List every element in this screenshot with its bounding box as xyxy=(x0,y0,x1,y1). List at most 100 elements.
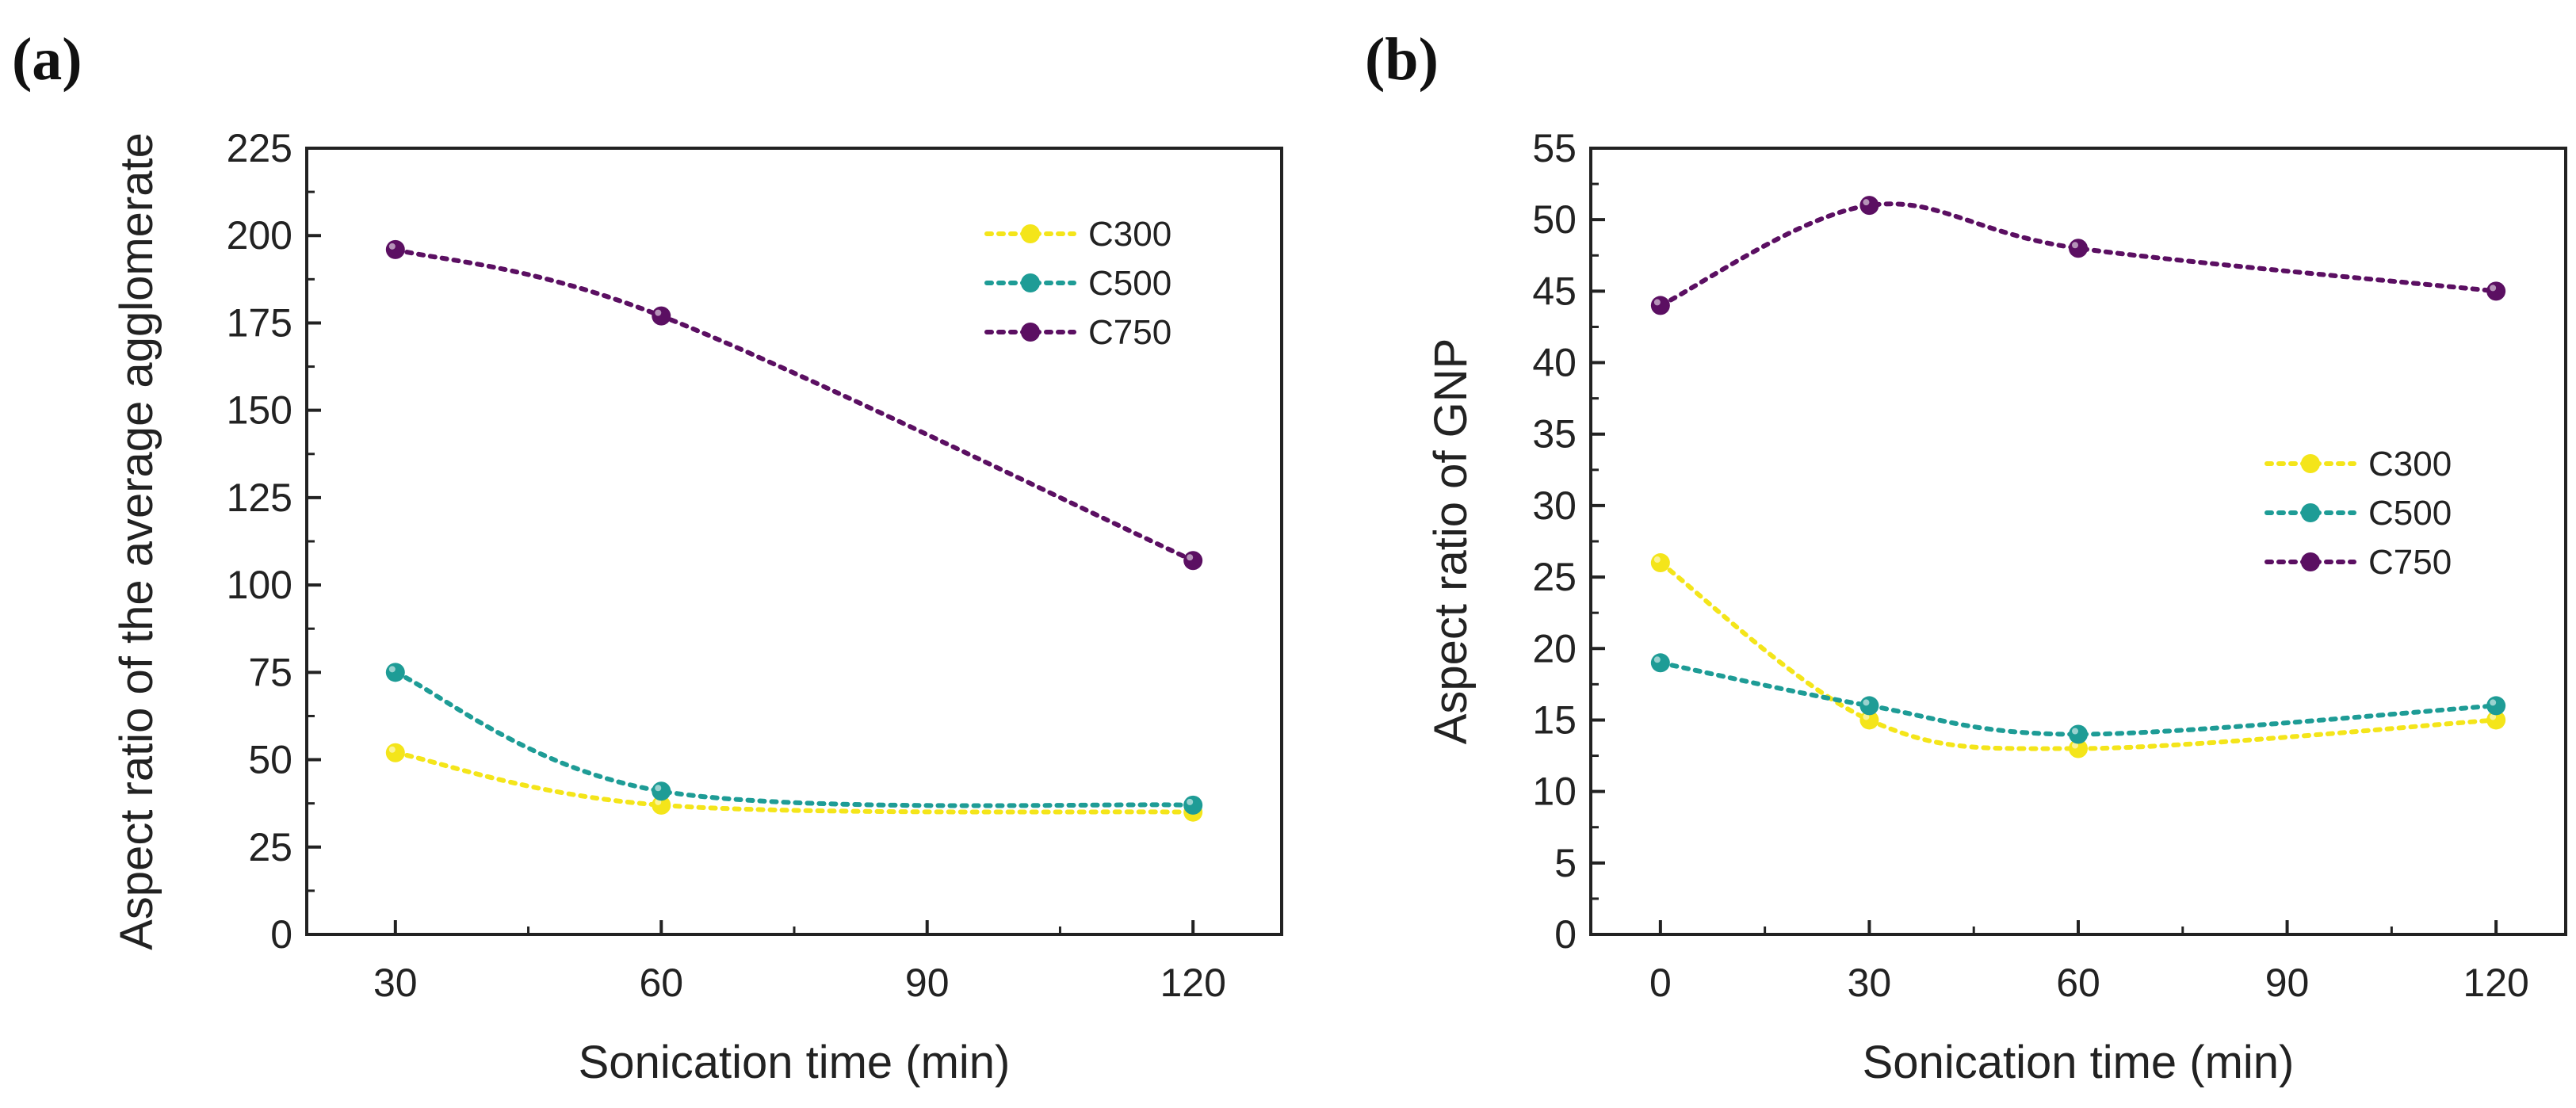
data-point-highlight xyxy=(655,785,662,792)
data-point-highlight xyxy=(2490,699,2497,706)
data-point-highlight xyxy=(1187,554,1194,561)
legend-marker-c300 xyxy=(2301,454,2320,473)
legend-label-c500: C500 xyxy=(1088,264,1171,303)
y-tick-label: 150 xyxy=(227,388,292,433)
legend-label-c750: C750 xyxy=(1088,313,1171,352)
y-tick-label: 10 xyxy=(1532,770,1577,814)
data-point-highlight xyxy=(1187,798,1194,805)
data-point-c500 xyxy=(1650,653,1670,673)
data-point-highlight xyxy=(388,746,396,753)
data-point-highlight xyxy=(388,243,396,250)
legend-marker-c750 xyxy=(1021,323,1040,342)
data-point-c750 xyxy=(2486,281,2506,301)
x-tick-label: 120 xyxy=(2463,961,2528,1005)
data-point-c300 xyxy=(385,743,405,762)
series-line-c300 xyxy=(392,750,1196,815)
data-point-highlight xyxy=(2490,713,2497,720)
y-tick-label: 35 xyxy=(1532,412,1577,457)
data-point-highlight xyxy=(2072,742,2078,749)
data-point-c500 xyxy=(2486,696,2506,716)
legend-label-c750: C750 xyxy=(2368,543,2452,582)
y-tick-label: 5 xyxy=(1554,841,1577,885)
y-tick-label: 50 xyxy=(248,738,292,782)
data-point-c500 xyxy=(385,663,405,682)
data-point-c750 xyxy=(385,239,405,259)
data-point-highlight xyxy=(1653,656,1661,663)
y-tick-label: 15 xyxy=(1532,697,1577,742)
y-tick-label: 50 xyxy=(1532,197,1577,242)
data-point-c300 xyxy=(1650,553,1670,573)
data-point-c750 xyxy=(652,306,671,326)
legend-label-c300: C300 xyxy=(2368,445,2452,483)
y-tick-label: 20 xyxy=(1532,626,1577,671)
series-c300 xyxy=(385,743,1203,822)
y-tick-label: 25 xyxy=(248,825,292,869)
data-point-c750 xyxy=(1859,196,1879,216)
series-c750 xyxy=(1650,196,2506,315)
x-tick-label: 30 xyxy=(373,961,418,1005)
series-c750 xyxy=(385,239,1203,571)
y-tick-label: 100 xyxy=(227,563,292,607)
series-line-c750 xyxy=(392,246,1196,564)
series-line-c500 xyxy=(392,670,1196,808)
y-tick-label: 45 xyxy=(1532,269,1577,313)
y-tick-label: 55 xyxy=(1532,126,1577,170)
series-c300 xyxy=(1650,553,2506,758)
series-c500 xyxy=(1650,653,2506,744)
data-point-c500 xyxy=(2069,724,2088,744)
data-point-highlight xyxy=(1863,199,1870,206)
chart-panel-b: (b) 0 5 10 15 20 25 30 35 40 45 50 55 0 30 60 90 120 Sonic… xyxy=(1365,26,2567,1088)
y-tick-label: 200 xyxy=(227,213,292,258)
data-point-highlight xyxy=(1653,556,1661,564)
x-tick-label: 30 xyxy=(1848,961,1892,1005)
y-tick-label: 0 xyxy=(1554,912,1577,957)
legend-label-c500: C500 xyxy=(2368,494,2452,533)
data-point-highlight xyxy=(655,309,662,316)
x-tick-label: 60 xyxy=(2056,961,2100,1005)
data-point-highlight xyxy=(388,666,396,673)
legend-label-c300: C300 xyxy=(1088,215,1171,254)
x-tick-label: 120 xyxy=(1160,961,1225,1005)
series-c500 xyxy=(385,663,1203,815)
chart-panel-a: (a) 0 25 50 75 100 125 150 175 200 225 30 60 90 120 Son… xyxy=(12,26,1283,1088)
y-tick-label: 125 xyxy=(227,476,292,520)
x-tick-label: 90 xyxy=(905,961,950,1005)
y-tick-label: 225 xyxy=(227,126,292,170)
legend-marker-c750 xyxy=(2301,552,2320,571)
data-point-c500 xyxy=(1859,696,1879,716)
series-line-c300 xyxy=(1657,560,2499,751)
y-tick-label: 25 xyxy=(1532,555,1577,599)
data-point-highlight xyxy=(2072,242,2078,249)
data-point-c500 xyxy=(1183,795,1203,815)
data-point-c750 xyxy=(1650,296,1670,315)
y-tick-label: 30 xyxy=(1532,483,1577,528)
y-axis-title: Aspect ratio of the average agglomerate xyxy=(111,132,162,950)
legend-marker-c500 xyxy=(1021,273,1040,292)
y-tick-label: 0 xyxy=(270,912,292,957)
x-tick-label: 60 xyxy=(639,961,683,1005)
legend-marker-c300 xyxy=(1021,224,1040,243)
panel-label: (a) xyxy=(12,26,82,93)
data-point-c750 xyxy=(2069,239,2088,258)
x-tick-label: 90 xyxy=(2265,961,2310,1005)
legend: C300 C500 C750 xyxy=(2265,445,2452,582)
y-axis-title: Aspect ratio of GNP xyxy=(1425,338,1477,745)
y-tick-label: 75 xyxy=(248,650,292,694)
data-point-highlight xyxy=(1863,713,1870,720)
x-axis-title: Sonication time (min) xyxy=(1863,1037,2295,1088)
x-axis-title: Sonication time (min) xyxy=(579,1037,1011,1088)
legend: C300 C500 C750 xyxy=(984,215,1171,352)
data-point-highlight xyxy=(2490,285,2497,292)
data-point-c750 xyxy=(1183,551,1203,571)
panel-label: (b) xyxy=(1365,26,1439,93)
plot-frame xyxy=(1589,147,2567,936)
data-point-highlight xyxy=(1863,699,1870,706)
data-point-highlight xyxy=(1653,299,1661,306)
y-tick-label: 175 xyxy=(227,300,292,345)
series-line-c500 xyxy=(1657,660,2499,737)
series-line-c750 xyxy=(1657,201,2499,308)
y-tick-label: 40 xyxy=(1532,341,1577,385)
x-tick-label: 0 xyxy=(1649,961,1672,1005)
data-point-c500 xyxy=(652,781,671,801)
